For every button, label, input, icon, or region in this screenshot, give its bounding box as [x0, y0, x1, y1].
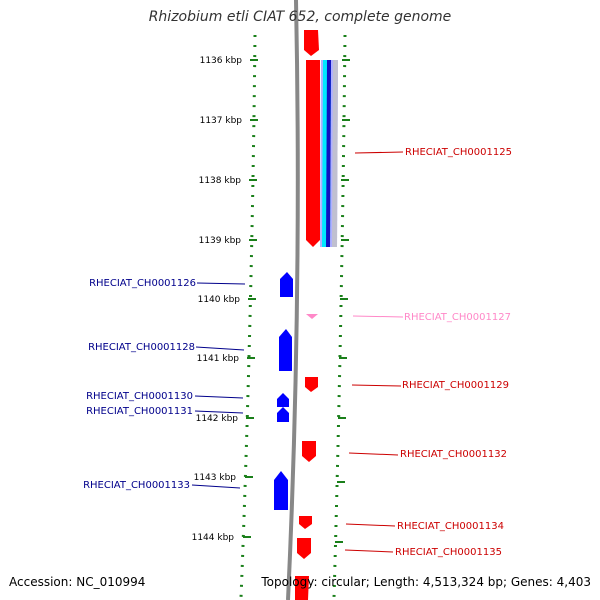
forward-genes [295, 30, 320, 600]
genome-backbone [286, 0, 300, 600]
gene-arrow-1130 [277, 393, 289, 407]
gene-arrow-1135 [297, 538, 311, 559]
gene-label: RHECIAT_CH0001132 [400, 449, 507, 460]
leader-line [194, 395, 244, 399]
gene-arrow-1125 [306, 60, 320, 247]
leader-lines [191, 151, 404, 553]
map-title: Rhizobium etli CIAT 652, complete genome [148, 9, 452, 25]
leader-line [196, 282, 246, 285]
gene-label: RHECIAT_CH0001127 [404, 312, 511, 323]
ruler-ticks [243, 59, 258, 538]
leader-line [191, 484, 241, 489]
gene-label: RHECIAT_CH0001128 [88, 342, 195, 353]
leader-line [345, 523, 396, 527]
gene-label: RHECIAT_CH0001129 [402, 380, 509, 391]
reverse-genes [274, 272, 293, 510]
leader-line [344, 549, 394, 553]
ruler-label: 1137 kbp [200, 116, 243, 126]
gene-label: RHECIAT_CH0001130 [86, 391, 193, 402]
leader-line [352, 315, 404, 318]
gene-label: RHECIAT_CH0001131 [86, 406, 193, 417]
gene-label: RHECIAT_CH0001135 [395, 547, 502, 558]
ruler-label: 1140 kbp [198, 295, 241, 305]
accession-text: Accession: NC_010994 [9, 575, 146, 589]
gene-label: RHECIAT_CH0001125 [405, 147, 512, 158]
leader-line [194, 410, 244, 414]
gene-arrow-1131 [277, 407, 289, 422]
gene-label: RHECIAT_CH0001126 [89, 278, 196, 289]
leader-line [348, 452, 399, 456]
ruler-label: 1141 kbp [197, 354, 240, 364]
ruler-label: 1139 kbp [199, 236, 242, 246]
gene-arrow-1128 [279, 329, 292, 371]
gene-arrow-1127 [306, 314, 318, 319]
gene-label: RHECIAT_CH0001134 [397, 521, 504, 532]
gene-arrow-1132 [302, 441, 316, 462]
gene-arrow-1134 [299, 516, 312, 529]
ruler-label: 1142 kbp [196, 414, 239, 424]
feature-band [320, 60, 338, 247]
leader-line [354, 151, 404, 154]
ruler-label: 1138 kbp [199, 176, 242, 186]
leader-line [351, 384, 402, 387]
right-track-ticks [335, 59, 350, 543]
leader-line [195, 346, 245, 351]
topology-text: Topology: circular; Length: 4,513,324 bp… [261, 575, 591, 589]
gene-arrow-bottom [295, 576, 309, 600]
ruler-label: 1136 kbp [200, 56, 243, 66]
ruler-label: 1143 kbp [194, 473, 237, 483]
gene-arrow-1129 [305, 377, 318, 392]
ruler-label: 1144 kbp [192, 533, 235, 543]
gene-label: RHECIAT_CH0001133 [83, 480, 190, 491]
gene-arrow-top [304, 30, 319, 56]
gene-arrow-1126 [280, 272, 293, 297]
gene-arrow-1133 [274, 471, 288, 510]
